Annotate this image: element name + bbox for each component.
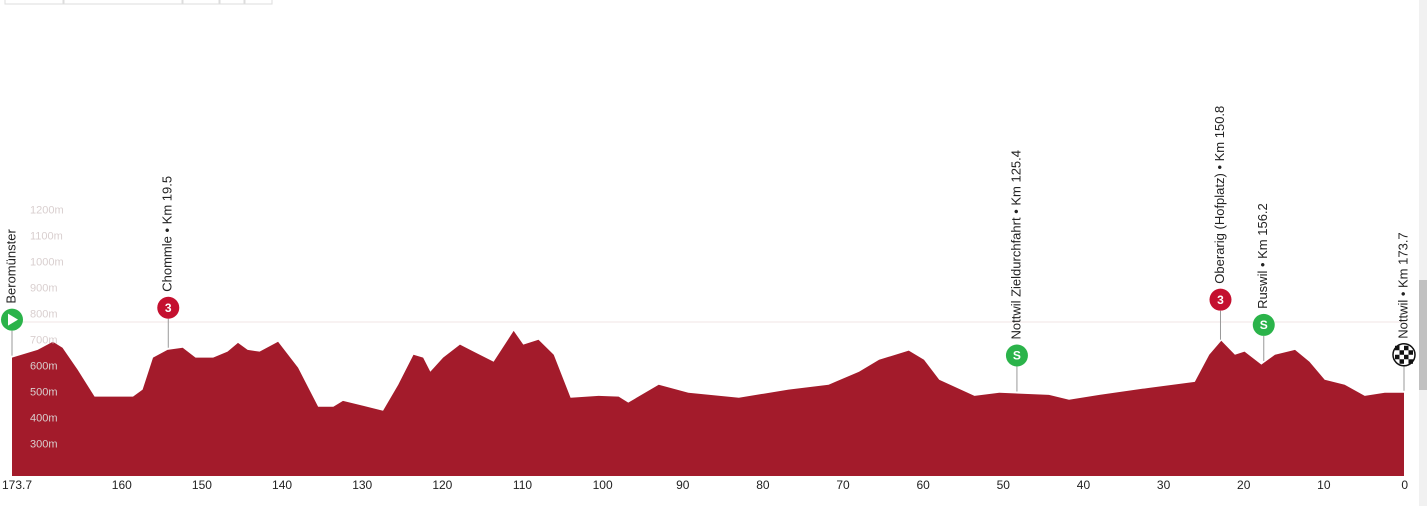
- marker: Beromünster: [1, 229, 23, 356]
- marker-icon: [1005, 344, 1028, 367]
- checker: [1399, 359, 1404, 364]
- marker: S Nottwil Zieldurchfahrt • Km 125.4: [1005, 150, 1028, 392]
- checker: [1399, 350, 1404, 355]
- marker-icon-text: S: [1013, 349, 1021, 363]
- x-tick-label: 140: [272, 478, 292, 492]
- marker-icon-text: S: [1260, 318, 1268, 332]
- control[interactable]: [4, 0, 64, 5]
- x-tick-label: 70: [836, 478, 850, 492]
- marker: 3 Oberarig (Hofplatz) • Km 150.8: [1209, 106, 1232, 340]
- marker: 3 Chommle • Km 19.5: [157, 176, 180, 348]
- x-tick-label: 40: [1077, 478, 1091, 492]
- x-tick-label: 110: [513, 478, 532, 492]
- control[interactable]: [63, 0, 183, 5]
- y-tick-label: 600m: [30, 361, 58, 373]
- x-tick-label: 173.7: [2, 478, 32, 492]
- marker-label: Beromünster: [3, 229, 18, 304]
- y-tick-label: 300m: [30, 439, 58, 451]
- control[interactable]: [244, 0, 273, 5]
- y-tick-label: 400m: [30, 413, 58, 425]
- x-tick-label: 0: [1401, 478, 1408, 492]
- marker-icon: [1252, 313, 1275, 336]
- marker: S Ruswil • Km 156.2: [1252, 203, 1275, 361]
- x-tick-label: 100: [593, 478, 613, 492]
- control[interactable]: [219, 0, 245, 5]
- marker-icon-text: 3: [1217, 293, 1224, 307]
- x-tick-label: 50: [997, 478, 1011, 492]
- y-tick-label: 800m: [30, 309, 58, 321]
- checker: [1408, 359, 1413, 364]
- checker: [1395, 354, 1400, 360]
- checker: [1408, 350, 1413, 355]
- scrollbar-thumb[interactable]: [1419, 280, 1427, 390]
- y-tick-label: 500m: [30, 387, 58, 399]
- y-tick-label: 1100m: [30, 231, 63, 243]
- y-tick-label: 1200m: [30, 205, 64, 217]
- control[interactable]: [182, 0, 220, 5]
- checker: [1404, 354, 1409, 360]
- marker-label: Nottwil Zieldurchfahrt • Km 125.4: [1008, 150, 1023, 340]
- checker: [1395, 345, 1400, 351]
- y-tick-label: 900m: [30, 283, 58, 295]
- x-tick-label: 30: [1157, 478, 1171, 492]
- marker-label: Ruswil • Km 156.2: [1255, 203, 1270, 309]
- elevation-area: [12, 330, 1404, 476]
- x-tick-label: 90: [676, 478, 690, 492]
- x-tick-label: 60: [916, 478, 930, 492]
- x-tick-label: 150: [192, 478, 212, 492]
- x-tick-label: 10: [1317, 478, 1331, 492]
- marker-icon-text: 3: [165, 301, 172, 315]
- top-controls: [4, 0, 273, 5]
- x-tick-label: 120: [432, 478, 452, 492]
- checker: [1404, 345, 1409, 351]
- y-tick-label: 1000m: [30, 257, 64, 269]
- marker-label: Nottwil • Km 173.7: [1395, 232, 1410, 338]
- x-tick-label: 80: [756, 478, 770, 492]
- y-tick-label: 700m: [30, 335, 58, 347]
- x-tick-label: 20: [1237, 478, 1251, 492]
- marker: Nottwil • Km 173.7: [1392, 232, 1416, 391]
- marker-label: Oberarig (Hofplatz) • Km 150.8: [1212, 106, 1227, 284]
- x-tick-label: 130: [352, 478, 372, 492]
- marker-icon: [157, 296, 180, 319]
- marker-icon: [1209, 288, 1232, 311]
- play-icon: [8, 313, 18, 326]
- x-tick-label: 160: [112, 478, 132, 492]
- marker-label: Chommle • Km 19.5: [160, 176, 175, 292]
- scrollbar[interactable]: [1419, 0, 1427, 506]
